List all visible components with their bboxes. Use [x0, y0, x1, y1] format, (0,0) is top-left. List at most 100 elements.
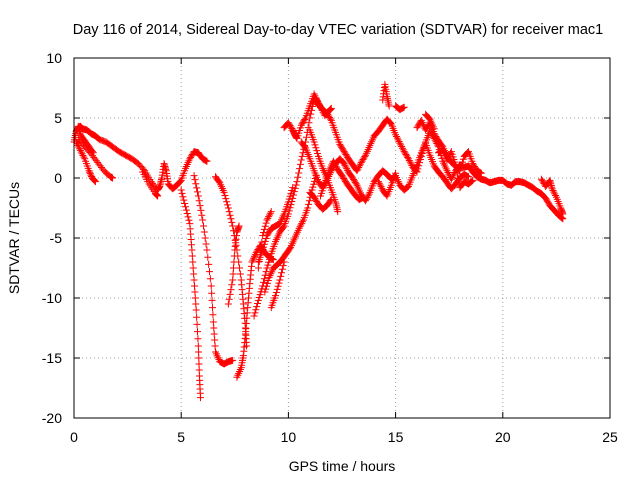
data-point-plus	[195, 348, 203, 356]
data-point-plus	[263, 282, 271, 290]
data-point-plus	[398, 143, 406, 151]
data-point-plus	[263, 216, 271, 224]
data-point-plus	[76, 146, 84, 154]
data-point-plus	[272, 288, 280, 296]
data-point-plus	[254, 264, 262, 272]
data-point-plus	[193, 188, 201, 196]
data-point-plus	[414, 122, 422, 130]
data-point-plus	[230, 258, 238, 266]
data-point-plus	[287, 189, 295, 197]
data-point-plus	[86, 168, 94, 176]
data-point-plus	[404, 153, 412, 161]
data-point-plus	[190, 270, 198, 278]
data-point-plus	[333, 164, 341, 172]
data-point-plus	[312, 144, 320, 152]
data-point-plus	[181, 203, 189, 211]
data-point-plus	[296, 160, 304, 168]
data-point-plus	[305, 200, 313, 208]
data-point-plus	[254, 300, 262, 308]
data-point-plus	[378, 184, 386, 192]
data-point-plus	[393, 134, 401, 142]
data-point-plus	[263, 279, 271, 287]
data-point-plus	[299, 218, 307, 226]
data-point-plus	[446, 149, 454, 157]
data-point-plus	[449, 172, 457, 180]
data-point-plus	[229, 222, 237, 230]
data-point-plus	[221, 192, 229, 200]
data-point-plus	[329, 157, 337, 165]
data-point-plus	[192, 180, 200, 188]
data-point-plus	[365, 190, 373, 198]
data-point-plus	[538, 177, 546, 185]
y-tick-label: 10	[46, 50, 62, 66]
data-point-plus	[285, 195, 293, 203]
data-point-plus	[285, 207, 293, 215]
data-point-plus	[253, 247, 261, 255]
data-point-plus	[189, 264, 197, 272]
data-point-plus	[360, 154, 368, 162]
data-point-plus	[220, 188, 228, 196]
data-point-plus	[273, 285, 281, 293]
data-point-plus	[262, 285, 270, 293]
data-point-plus	[228, 281, 236, 289]
data-point-plus	[354, 165, 362, 173]
data-point-plus	[188, 246, 196, 254]
data-point-plus	[200, 228, 208, 236]
data-point-plus	[332, 162, 340, 170]
data-point-plus	[86, 170, 94, 178]
data-point-plus	[443, 156, 451, 164]
data-point-plus	[403, 152, 411, 160]
data-point-plus	[301, 143, 309, 151]
data-point-plus	[356, 160, 364, 168]
data-point-plus	[331, 161, 339, 169]
data-point-plus	[295, 169, 303, 177]
data-point-plus	[193, 184, 201, 192]
data-point-plus	[464, 149, 472, 157]
data-point-plus	[311, 141, 319, 149]
data-point-plus	[179, 193, 187, 201]
data-point-plus	[261, 222, 269, 230]
data-point-plus	[453, 170, 461, 178]
data-point-plus	[296, 165, 304, 173]
data-point-plus	[395, 138, 403, 146]
data-point-plus	[343, 152, 351, 160]
data-point-plus	[224, 300, 232, 308]
data-point-plus	[260, 228, 268, 236]
data-point-plus	[326, 197, 334, 205]
data-point-plus	[330, 159, 338, 167]
data-point-plus	[191, 176, 199, 184]
data-point-plus	[208, 289, 216, 297]
data-point-plus	[286, 192, 294, 200]
data-point-plus	[206, 275, 214, 283]
data-point-plus	[298, 120, 306, 128]
data-point-plus	[207, 282, 215, 290]
data-points	[70, 80, 567, 402]
data-point-plus	[76, 145, 84, 153]
data-point-plus	[298, 152, 306, 160]
data-point-plus	[543, 196, 551, 204]
data-point-plus	[550, 188, 558, 196]
data-point-plus	[386, 119, 394, 127]
data-point-plus	[195, 360, 203, 368]
data-point-plus	[189, 258, 197, 266]
data-point-plus	[226, 211, 234, 219]
data-point-plus	[228, 218, 236, 226]
data-point-plus	[299, 118, 307, 126]
data-point-plus	[203, 246, 211, 254]
data-point-plus	[278, 269, 286, 277]
data-point-plus	[286, 122, 294, 130]
data-point-plus	[326, 115, 334, 123]
data-point-plus	[205, 260, 213, 268]
data-point-plus	[339, 146, 347, 154]
data-point-plus	[392, 131, 400, 139]
data-point-plus	[313, 198, 321, 206]
data-point-plus	[190, 276, 198, 284]
data-point-plus	[227, 215, 235, 223]
data-point-plus	[276, 276, 284, 284]
data-point-plus	[413, 124, 421, 132]
data-point-plus	[313, 147, 321, 155]
data-point-plus	[259, 232, 267, 240]
data-point-plus	[305, 197, 313, 205]
data-point-plus	[284, 198, 292, 206]
data-point-plus	[258, 238, 266, 246]
